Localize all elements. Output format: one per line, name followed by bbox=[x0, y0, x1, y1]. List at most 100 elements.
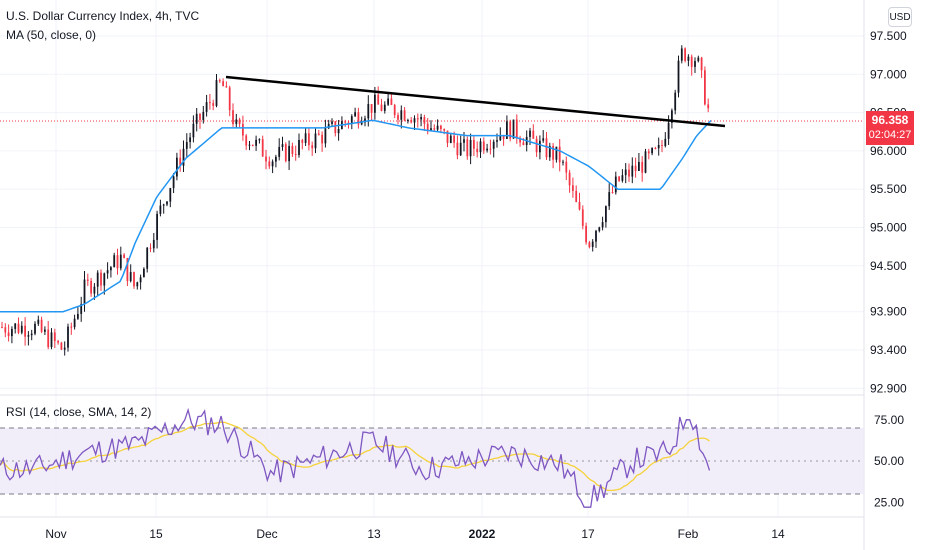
candle-body[interactable] bbox=[4, 327, 7, 333]
candle-body[interactable] bbox=[195, 113, 198, 124]
candle-body[interactable] bbox=[119, 254, 122, 269]
candle-body[interactable] bbox=[176, 157, 178, 177]
candle-body[interactable] bbox=[189, 137, 191, 143]
candle-body[interactable] bbox=[684, 48, 686, 61]
candle-body[interactable] bbox=[225, 86, 228, 88]
candle-body[interactable] bbox=[103, 273, 106, 286]
candle-body[interactable] bbox=[535, 138, 538, 153]
candle-body[interactable] bbox=[581, 209, 584, 226]
candle-body[interactable] bbox=[344, 121, 347, 123]
candle-body[interactable] bbox=[301, 140, 304, 143]
candle-body[interactable] bbox=[430, 128, 432, 131]
candle-body[interactable] bbox=[86, 279, 89, 281]
candle-body[interactable] bbox=[261, 139, 264, 157]
candle-body[interactable] bbox=[492, 141, 495, 149]
candle-body[interactable] bbox=[568, 172, 571, 186]
currency-button[interactable]: USD bbox=[888, 7, 912, 27]
candle-body[interactable] bbox=[268, 161, 271, 167]
candle-body[interactable] bbox=[113, 255, 116, 268]
candle-body[interactable] bbox=[555, 146, 558, 160]
rsi-line[interactable] bbox=[0, 407, 711, 508]
candle-body[interactable] bbox=[139, 277, 142, 283]
candle-body[interactable] bbox=[232, 110, 234, 125]
candle-body[interactable] bbox=[654, 148, 657, 150]
candle-body[interactable] bbox=[407, 120, 409, 122]
candle-body[interactable] bbox=[212, 103, 215, 106]
candle-body[interactable] bbox=[324, 128, 327, 144]
candle-body[interactable] bbox=[591, 241, 594, 248]
candle-body[interactable] bbox=[489, 148, 492, 150]
candle-body[interactable] bbox=[354, 112, 356, 117]
candle-body[interactable] bbox=[90, 280, 92, 294]
candle-body[interactable] bbox=[50, 332, 53, 348]
candle-body[interactable] bbox=[67, 326, 69, 348]
candle-body[interactable] bbox=[304, 133, 307, 143]
candle-body[interactable] bbox=[469, 139, 472, 157]
candle-body[interactable] bbox=[697, 57, 700, 62]
candle-body[interactable] bbox=[575, 190, 578, 202]
candle-body[interactable] bbox=[459, 142, 462, 156]
candle-body[interactable] bbox=[601, 222, 604, 228]
candle-body[interactable] bbox=[413, 118, 416, 123]
candle-body[interactable] bbox=[1, 327, 3, 329]
candle-body[interactable] bbox=[565, 161, 568, 173]
candle-body[interactable] bbox=[53, 332, 56, 342]
candle-body[interactable] bbox=[390, 98, 393, 105]
candle-body[interactable] bbox=[502, 135, 505, 139]
candle-body[interactable] bbox=[519, 138, 521, 143]
candle-body[interactable] bbox=[509, 121, 512, 139]
candle-body[interactable] bbox=[611, 192, 614, 194]
candle-body[interactable] bbox=[57, 341, 59, 343]
candle-body[interactable] bbox=[258, 139, 261, 141]
candle-body[interactable] bbox=[496, 140, 498, 142]
candle-body[interactable] bbox=[294, 154, 297, 156]
candle-body[interactable] bbox=[370, 104, 373, 113]
candle-body[interactable] bbox=[578, 201, 581, 210]
candle-body[interactable] bbox=[159, 205, 162, 214]
candle-body[interactable] bbox=[598, 227, 601, 231]
candle-body[interactable] bbox=[671, 110, 673, 123]
candle-body[interactable] bbox=[17, 323, 20, 333]
candle-body[interactable] bbox=[403, 110, 406, 121]
candle-body[interactable] bbox=[453, 135, 455, 143]
time-axis[interactable]: Nov 15 Dec 13 2022 17 Feb 14 bbox=[45, 527, 785, 541]
candle-body[interactable] bbox=[393, 104, 396, 116]
candle-body[interactable] bbox=[123, 254, 125, 259]
candle-body[interactable] bbox=[182, 148, 185, 166]
candle-body[interactable] bbox=[288, 145, 290, 162]
price-axis[interactable]: 97.50097.00096.50096.00095.50095.00094.5… bbox=[870, 29, 907, 395]
candle-body[interactable] bbox=[136, 282, 139, 287]
candle-body[interactable] bbox=[552, 145, 554, 160]
candle-body[interactable] bbox=[96, 272, 99, 287]
candle-body[interactable] bbox=[152, 239, 155, 249]
candle-body[interactable] bbox=[172, 176, 175, 189]
candle-body[interactable] bbox=[387, 98, 389, 105]
rsi-legend[interactable]: RSI (14, close, SMA, 14, 2) bbox=[6, 405, 152, 419]
candle-body[interactable] bbox=[199, 113, 201, 120]
candle-body[interactable] bbox=[595, 230, 597, 242]
candle-body[interactable] bbox=[166, 201, 168, 205]
candle-body[interactable] bbox=[275, 156, 277, 162]
candle-body[interactable] bbox=[298, 140, 300, 156]
candle-body[interactable] bbox=[185, 142, 188, 149]
candle-body[interactable] bbox=[542, 138, 545, 141]
candle-body[interactable] bbox=[314, 133, 317, 149]
candle-body[interactable] bbox=[539, 140, 541, 153]
candle-body[interactable] bbox=[73, 318, 76, 328]
candle-body[interactable] bbox=[321, 134, 323, 144]
candle-body[interactable] bbox=[588, 242, 591, 248]
candle-body[interactable] bbox=[618, 176, 620, 181]
candle-body[interactable] bbox=[486, 148, 488, 151]
candle-body[interactable] bbox=[397, 115, 399, 120]
candle-body[interactable] bbox=[347, 122, 350, 124]
candle-body[interactable] bbox=[621, 175, 624, 181]
candle-body[interactable] bbox=[334, 121, 337, 134]
candle-body[interactable] bbox=[380, 104, 383, 111]
candle-body[interactable] bbox=[14, 323, 17, 329]
candle-body[interactable] bbox=[634, 165, 637, 171]
candle-body[interactable] bbox=[631, 165, 634, 177]
candle-body[interactable] bbox=[644, 151, 647, 173]
candle-body[interactable] bbox=[205, 102, 208, 112]
candle-body[interactable] bbox=[687, 56, 690, 61]
